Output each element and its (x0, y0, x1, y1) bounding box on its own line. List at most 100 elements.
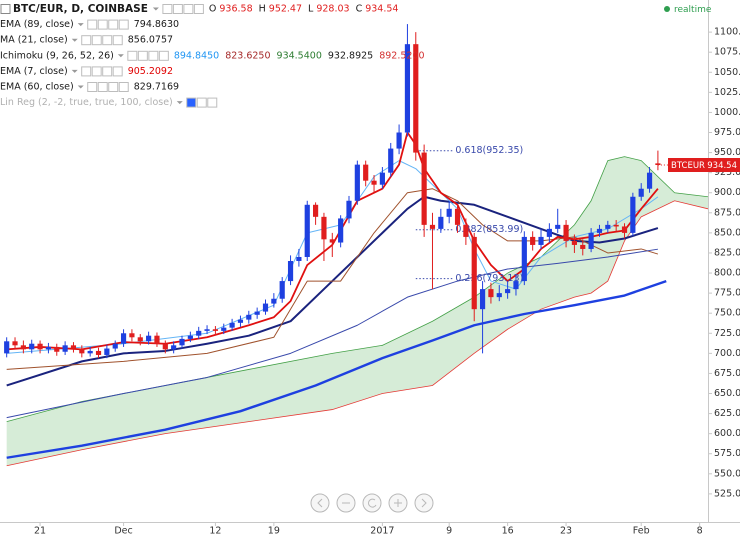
candle-body (187, 335, 193, 339)
control-icon[interactable] (137, 50, 148, 61)
candle-body (538, 236, 544, 245)
control-icon[interactable] (102, 66, 113, 77)
control-icon[interactable] (118, 82, 129, 92)
control-icon[interactable] (158, 50, 169, 61)
candle-body (463, 224, 469, 237)
control-icon[interactable] (183, 4, 194, 14)
candle-body (488, 289, 494, 298)
zoom-in-button[interactable] (388, 493, 408, 513)
dropdown-arrow[interactable] (71, 69, 78, 73)
control-icon[interactable] (118, 19, 129, 30)
dropdown-arrow[interactable] (152, 7, 159, 11)
control-icon[interactable] (97, 19, 108, 30)
price-tag-value: 934.54 (707, 161, 737, 171)
control-icon[interactable] (87, 82, 98, 92)
candle-body (438, 216, 444, 229)
candle-body (454, 208, 461, 225)
dropdown-arrow[interactable] (176, 101, 183, 105)
status: realtime (664, 5, 712, 15)
candle-body (129, 333, 135, 338)
collapse-icon[interactable] (0, 4, 11, 14)
fib-label: 0.382(853.99) (455, 224, 523, 235)
x-tick-label: 23 (560, 526, 572, 536)
candle-body (329, 239, 335, 243)
control-icon[interactable] (102, 35, 113, 46)
indicator-name: Lin Reg (2, -2, true, true, 100, close) (0, 97, 173, 108)
control-icon[interactable] (162, 4, 173, 14)
candle-body (229, 322, 235, 328)
control-icon[interactable] (196, 97, 207, 108)
candle-body (555, 224, 561, 229)
control-icon[interactable] (108, 19, 119, 30)
control-icon[interactable] (148, 50, 159, 61)
candle-body (12, 341, 18, 346)
x-tick-label: 8 (697, 526, 703, 536)
fib-label: 0.618(952.35) (455, 145, 523, 156)
candle-body (196, 330, 202, 336)
control-icon[interactable] (87, 19, 98, 30)
y-tick-label: 1025.00 (714, 87, 740, 98)
dropdown-arrow[interactable] (117, 54, 124, 58)
scroll-left-button[interactable] (310, 493, 330, 513)
control-icon[interactable] (186, 97, 197, 108)
control-icon[interactable] (108, 82, 119, 92)
candle-body (37, 343, 43, 350)
dropdown-arrow[interactable] (77, 23, 84, 27)
indicator-name: MA (21, close) (0, 35, 68, 46)
y-tick-label: 1100.00 (714, 27, 740, 38)
control-icon[interactable] (193, 4, 204, 14)
indicator-readout: 934.5400 (277, 50, 322, 61)
candle-body (20, 345, 26, 350)
control-icon[interactable] (207, 97, 218, 108)
candle-body (54, 346, 60, 352)
y-tick-label: 1050.00 (714, 67, 740, 78)
x-tick-label: 9 (446, 526, 452, 536)
ohlc-letter: H (259, 4, 266, 15)
ohlc-value: 952.47 (269, 4, 302, 15)
candle-body (154, 335, 160, 344)
zoom-out-button[interactable] (336, 493, 356, 513)
nav-buttons (310, 493, 434, 513)
candle-body (421, 152, 427, 225)
ohlc-letter: O (209, 4, 216, 15)
candle-body (646, 172, 653, 189)
y-tick-label: 675.00 (714, 368, 740, 379)
control-icon[interactable] (81, 66, 92, 77)
candle-body (321, 216, 327, 240)
control-icon[interactable] (91, 35, 102, 46)
indicator-readout: 905.2092 (128, 66, 173, 77)
indicator-readout: 823.6250 (225, 50, 270, 61)
price-tag (668, 158, 740, 173)
candle-body (588, 232, 594, 249)
candle-body (655, 163, 661, 166)
candle-body (137, 337, 143, 342)
candle-body (287, 261, 294, 282)
control-icon[interactable] (81, 35, 92, 46)
control-icon[interactable] (97, 82, 108, 92)
x-tick-label: 12 (209, 526, 221, 536)
control-icon[interactable] (112, 35, 123, 46)
candle-body (304, 204, 310, 257)
indicator-name: EMA (89, close) (0, 19, 74, 30)
x-tick-label: 21 (34, 526, 46, 536)
candle-body (613, 224, 619, 227)
candle-body (429, 224, 436, 229)
control-icon[interactable] (112, 66, 123, 77)
control-icon[interactable] (127, 50, 138, 61)
scroll-right-button[interactable] (414, 493, 434, 513)
candle-body (162, 343, 168, 350)
candle-body (87, 350, 93, 354)
reset-button[interactable] (362, 493, 382, 513)
control-icon[interactable] (91, 66, 102, 77)
candle-body (45, 346, 52, 350)
candle-body (279, 281, 285, 299)
candle-body (62, 345, 68, 352)
dropdown-arrow[interactable] (71, 38, 78, 42)
y-tick-label: 850.00 (714, 227, 740, 238)
y-tick-label: 900.00 (714, 187, 740, 198)
dropdown-arrow[interactable] (77, 85, 84, 89)
x-tick-label: 16 (502, 526, 514, 536)
indicator-name: EMA (7, close) (0, 66, 68, 77)
control-icon[interactable] (172, 4, 183, 14)
candle-body (4, 341, 10, 354)
